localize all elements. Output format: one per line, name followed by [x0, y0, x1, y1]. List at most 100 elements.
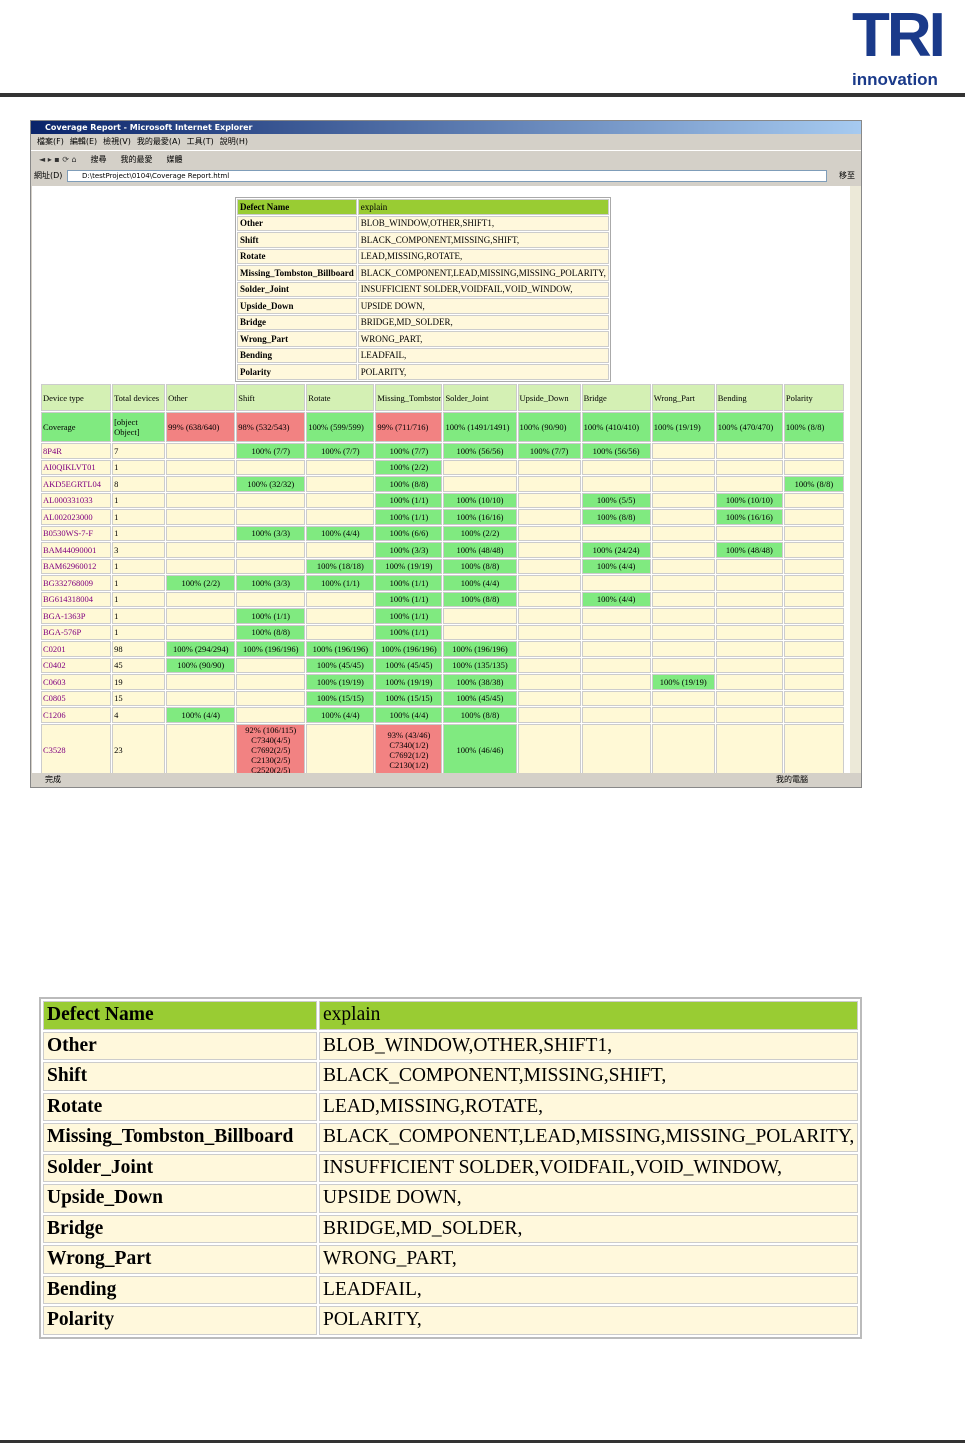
defect-name: Solder_Joint	[43, 1153, 317, 1182]
cell-line: C7340(4/5)	[251, 734, 291, 745]
total-cell: 98	[112, 641, 166, 657]
device-link[interactable]: BG614318004	[43, 594, 94, 605]
device-link[interactable]: BGA-576P	[43, 627, 82, 638]
explain-cell: LEADFAIL,	[357, 347, 609, 363]
menu-item[interactable]: 我的最愛(A)	[136, 137, 181, 146]
coverage-cell: 100% (3/3)	[236, 575, 306, 591]
status-text: 完成	[45, 775, 61, 784]
go-button[interactable]: 移至	[839, 171, 855, 180]
device-link[interactable]: BAM44090001	[43, 544, 97, 555]
device-link[interactable]: AL000331033	[43, 495, 93, 506]
coverage-cell: 100% (56/56)	[581, 443, 651, 459]
coverage-cell	[517, 707, 581, 723]
coverage-cell: 100% (8/8)	[443, 558, 517, 574]
coverage-cell	[715, 690, 783, 706]
device-row: AL002023000 1 100% (1/1) 100% (16/16) 100% (…	[41, 509, 844, 525]
coverage-cell	[715, 443, 783, 459]
coverage-cell	[651, 525, 715, 541]
device-link[interactable]: AI0QIKLVT01	[43, 462, 96, 473]
device-link[interactable]: BGA-1363P	[43, 610, 86, 621]
coverage-cell	[581, 608, 651, 624]
coverage-cell	[517, 624, 581, 640]
explain-cell: UPSIDE DOWN,	[319, 1184, 859, 1213]
coverage-cell	[783, 558, 844, 574]
device-row: BG614318004 1 100% (1/1) 100% (8/8) 100% (4/…	[41, 591, 844, 607]
coverage-cell: 100% (6/6)	[375, 525, 443, 541]
device-link[interactable]: B0530WS-7-F	[43, 528, 94, 539]
device-link[interactable]: 8P4R	[43, 445, 62, 456]
coverage-cell	[783, 492, 844, 508]
menu-item[interactable]: 檢視(V)	[103, 137, 131, 146]
device-link[interactable]: C0402	[43, 660, 66, 671]
menu-item[interactable]: 工具(T)	[186, 137, 214, 146]
toolbar-button[interactable]: 媒體	[166, 155, 183, 164]
device-row: AI0QIKLVT01 1 100% (2/2)	[41, 459, 844, 475]
device-link[interactable]: C0603	[43, 676, 66, 687]
coverage-cell	[236, 542, 306, 558]
coverage-cell	[715, 674, 783, 690]
coverage-cell	[517, 525, 581, 541]
toolbar-button[interactable]: 我的最愛	[120, 155, 153, 164]
coverage-row: Coverage [object Object] 99% (638/640) 98% …	[41, 412, 844, 442]
device-link[interactable]: C0201	[43, 643, 66, 654]
header-cell: Device type	[41, 384, 112, 411]
coverage-cell	[443, 608, 517, 624]
coverage-cell	[651, 575, 715, 591]
coverage-cell	[166, 723, 236, 773]
menu-bar: 檔案(F) 編輯(E) 檢視(V) 我的最愛(A) 工具(T) 說明(H)	[31, 135, 861, 149]
device-link[interactable]: C3528	[43, 744, 66, 755]
coverage-cell: 100% (19/19)	[651, 674, 715, 690]
defect-name: Upside_Down	[237, 298, 357, 314]
coverage-cell: 100% (8/8)	[443, 707, 517, 723]
coverage-cell	[517, 558, 581, 574]
coverage-cell	[306, 723, 375, 773]
coverage-cell	[443, 476, 517, 492]
menu-item[interactable]: 編輯(E)	[69, 137, 98, 146]
toolbar-button[interactable]: 搜尋	[90, 155, 107, 164]
coverage-cell	[581, 575, 651, 591]
coverage-cell: 100% (8/8)	[443, 591, 517, 607]
big-row: Bridge BRIDGE,MD_SOLDER,	[43, 1214, 859, 1243]
device-link[interactable]: BG332768009	[43, 577, 94, 588]
device-cell: BAM44090001	[41, 542, 112, 558]
big-row: Rotate LEAD,MISSING,ROTATE,	[43, 1092, 859, 1121]
defect-table: Defect Name explain Other BLOB_WINDOW,OTHER…	[39, 997, 863, 1339]
menu-item[interactable]: 檔案(F)	[37, 137, 64, 146]
device-link[interactable]: C1206	[43, 709, 66, 720]
coverage-cell: 100% (1/1)	[375, 591, 443, 607]
explain-cell: BLACK_COMPONENT,MISSING,SHIFT,	[357, 232, 609, 248]
defect-name: Upside_Down	[43, 1184, 317, 1213]
coverage-cell: 100% (3/3)	[375, 542, 443, 558]
coverage-cell: 100% (7/7)	[375, 443, 443, 459]
coverage-cell	[581, 624, 651, 640]
coverage-cell	[517, 459, 581, 475]
coverage-cell: 100% (45/45)	[306, 657, 375, 673]
coverage-cell	[306, 624, 375, 640]
explain-cell: BLOB_WINDOW,OTHER,SHIFT1,	[357, 215, 609, 231]
coverage-cell	[517, 509, 581, 525]
big-row: Shift BLACK_COMPONENT,MISSING,SHIFT,	[43, 1062, 859, 1091]
coverage-cell	[166, 459, 236, 475]
coverage-header: Device type Total devices Other Shift Rotate…	[41, 384, 844, 411]
address-field[interactable]: D:\testProject\0104\Coverage Report.html	[67, 170, 827, 182]
coverage-cell: 100% (38/38)	[443, 674, 517, 690]
coverage-cell	[783, 657, 844, 673]
header-cell: Polarity	[783, 384, 844, 411]
header-rule	[0, 93, 965, 97]
coverage-cell	[715, 608, 783, 624]
coverage-cell: 100% (56/56)	[443, 443, 517, 459]
defect-name: Polarity	[43, 1306, 317, 1335]
device-link[interactable]: AL002023000	[43, 511, 93, 522]
explain-cell: LEAD,MISSING,ROTATE,	[319, 1092, 859, 1121]
coverage-cell	[517, 657, 581, 673]
coverage-cell	[651, 542, 715, 558]
menu-item[interactable]: 說明(H)	[219, 137, 248, 146]
device-link[interactable]: AKD5EGRTL04	[43, 478, 102, 489]
device-link[interactable]: C0805	[43, 693, 66, 704]
header-cell: Shift	[236, 384, 306, 411]
scrollbar[interactable]	[850, 186, 861, 773]
device-link[interactable]: BAM62960012	[43, 561, 97, 572]
coverage-cell: 100% (8/8)	[783, 476, 844, 492]
coverage-cell	[783, 591, 844, 607]
coverage-cell	[517, 542, 581, 558]
